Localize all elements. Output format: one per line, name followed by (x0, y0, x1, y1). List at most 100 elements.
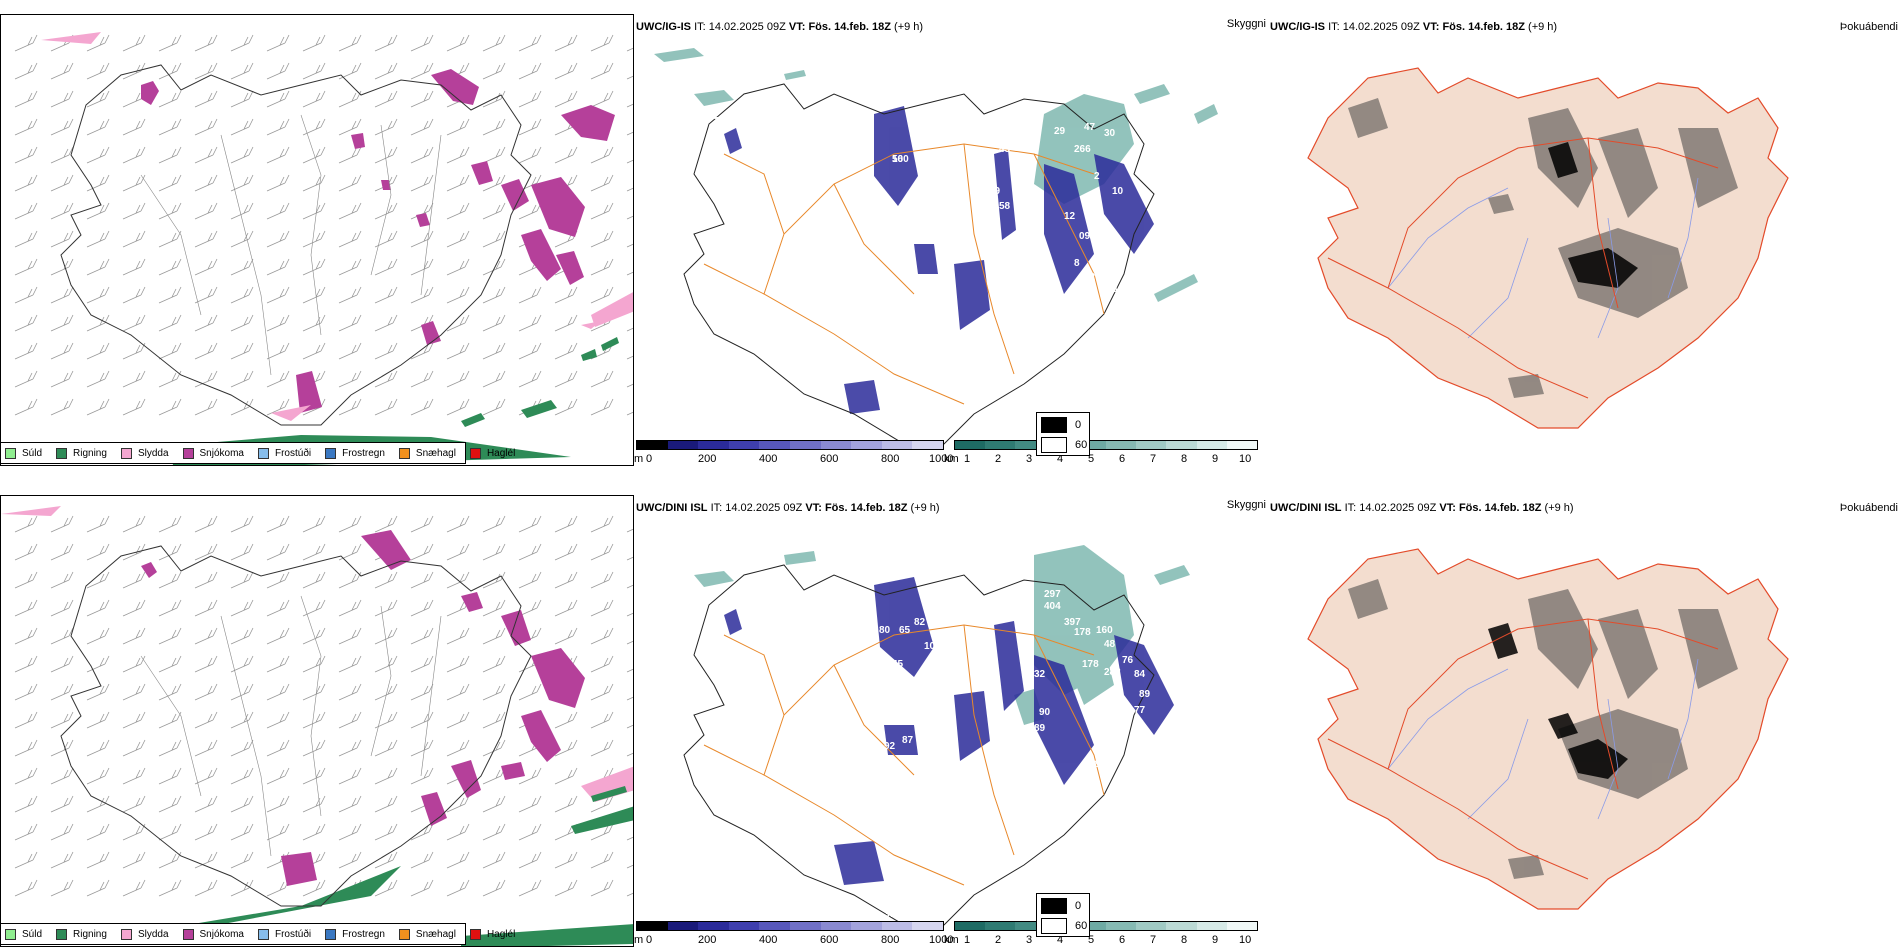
legend-label: Haglél (486, 447, 516, 459)
visibility-value-label: 45 (892, 659, 904, 670)
wind-barb (590, 879, 614, 897)
legend-swatch (469, 928, 481, 940)
wind-barb (626, 75, 633, 80)
legend-swatch (325, 447, 337, 459)
wind-barb (266, 342, 290, 360)
iceland-land (1307, 548, 1789, 910)
legend-item: Frostregn (325, 928, 385, 940)
legend-label: Slydda (137, 928, 169, 940)
wind-barb (158, 739, 182, 757)
wind-barb (50, 739, 74, 757)
wind-barb (626, 131, 633, 136)
wind-barb (50, 314, 74, 332)
wind-barb (374, 34, 398, 52)
wind-barb (518, 314, 542, 332)
wind-barb (14, 370, 38, 388)
wind-barb (122, 879, 146, 897)
wind-barb (626, 103, 633, 108)
tick: 9 (1212, 453, 1219, 465)
wind-barb (266, 258, 290, 276)
wind-barb (266, 823, 290, 841)
wind-barb (158, 118, 182, 136)
lead-time: (+9 h) (1528, 21, 1558, 33)
wind-barb (338, 62, 362, 80)
tick: 400 (759, 453, 778, 465)
wind-barb (230, 711, 254, 729)
wind-barb (374, 258, 398, 276)
wind-barb (194, 398, 218, 416)
rivers (140, 114, 442, 376)
wind-barb (626, 724, 633, 729)
wind-barb (230, 767, 254, 785)
visibility-value-label: 76 (1122, 655, 1134, 666)
legend-label: 60 (1075, 439, 1088, 451)
wind-barb (482, 767, 506, 785)
wind-barb (302, 767, 326, 785)
wind-barb (374, 823, 398, 841)
iceland-outline (60, 64, 532, 426)
row2-fog-header: UWC/DINI ISL IT: 14.02.2025 09Z VT: Fös.… (1270, 502, 1574, 514)
wind-barb (122, 230, 146, 248)
wind-barb (14, 314, 38, 332)
cbar-seg (1136, 922, 1167, 930)
wind-barb (50, 795, 74, 813)
wind-barb (266, 34, 290, 52)
wind-barb (86, 515, 110, 533)
vt-value: Fös. 14.feb. 18Z (824, 502, 908, 514)
visibility-value-label: 397 (1064, 617, 1081, 628)
wind-barb (590, 543, 614, 561)
legend-label: Frostúði (274, 928, 312, 940)
wind-barb (518, 342, 542, 360)
wind-barb (266, 767, 290, 785)
model-name: UWC/DINI ISL (636, 502, 708, 514)
wind-barb (518, 286, 542, 304)
vt-label: VT: (788, 21, 806, 33)
visibility-value-label: 23 (714, 116, 726, 127)
wind-barb (122, 202, 146, 220)
wind-barb (482, 655, 506, 673)
legend-swatch (56, 928, 68, 940)
wind-barb (554, 851, 578, 869)
it-value: 14.02.2025 09Z (1342, 21, 1420, 33)
fog-dark (1548, 142, 1638, 288)
wind-barb (158, 398, 182, 416)
wind-barb (122, 767, 146, 785)
wind-barb (86, 62, 110, 80)
wind-barb (338, 230, 362, 248)
wind-barb (590, 90, 614, 108)
wind-barb (374, 879, 398, 897)
wind-barb (14, 286, 38, 304)
wind-barb (338, 655, 362, 673)
wind-barb (230, 599, 254, 617)
cbar-seg (955, 922, 986, 930)
visibility-value-label: 90 (1009, 735, 1021, 746)
wind-barb (590, 286, 614, 304)
wind-barb (590, 823, 614, 841)
wind-barb (266, 370, 290, 388)
wind-barb (338, 342, 362, 360)
lead-time: (+9 h) (894, 21, 924, 33)
wind-barb (374, 795, 398, 813)
cbar-seg (1166, 922, 1197, 930)
wind-barb (14, 515, 38, 533)
wind-barb (14, 174, 38, 192)
wind-barb (266, 146, 290, 164)
wind-barb (374, 118, 398, 136)
wind-barb (482, 398, 506, 416)
it-value: 14.02.2025 09Z (1359, 502, 1437, 514)
legend-item: Frostúði (257, 447, 311, 459)
wind-barb (590, 795, 614, 813)
wind-barb (86, 795, 110, 813)
wind-barb (482, 879, 506, 897)
wind-barb (626, 612, 633, 617)
wind-barb (230, 739, 254, 757)
wind-barb (14, 795, 38, 813)
wind-barb (86, 342, 110, 360)
visibility-value-label: 41 (714, 116, 726, 127)
legend-label: Súld (22, 928, 43, 940)
row1-fog-panel: UWC/IG-IS IT: 14.02.2025 09Z VT: Fös. 14… (1036, 14, 1900, 466)
wind-barb (194, 711, 218, 729)
wind-barb (590, 174, 614, 192)
cbar-seg (912, 441, 943, 449)
cloudbase-colorbar (636, 921, 944, 931)
